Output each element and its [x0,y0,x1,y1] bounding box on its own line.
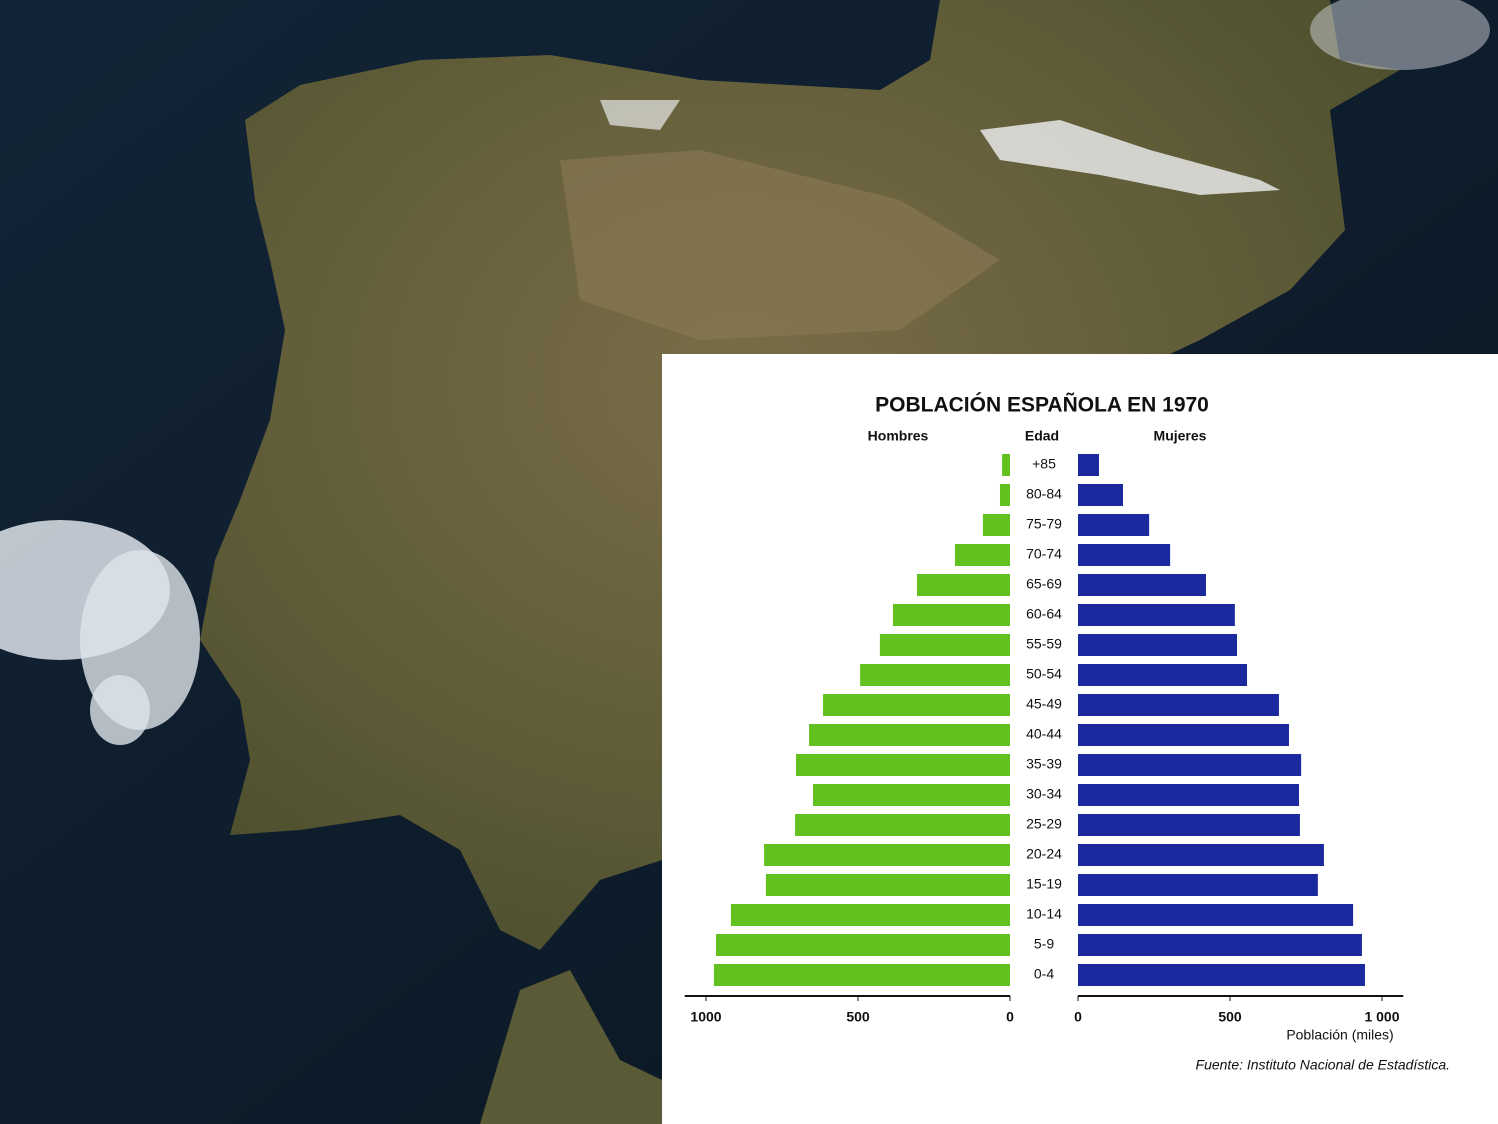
category-label: 25-29 [1026,816,1062,832]
category-label: 40-44 [1026,726,1062,742]
male-bar [795,814,1010,836]
category-label: 45-49 [1026,696,1062,712]
female-bar [1078,694,1279,716]
series-header: Hombres [868,428,929,444]
male-bar [1002,454,1010,476]
male-bar [764,844,1010,866]
chart-title: POBLACIÓN ESPAÑOLA EN 1970 [875,393,1209,417]
category-axis-label: Edad [1025,428,1059,444]
source-note: Fuente: Instituto Nacional de Estadístic… [1196,1057,1450,1073]
male-bar [999,484,1010,506]
female-bar [1078,754,1302,776]
female-bar [1078,844,1324,866]
category-label: 65-69 [1026,576,1062,592]
male-bar [713,964,1010,986]
category-label: 55-59 [1026,636,1062,652]
category-label: 30-34 [1026,786,1062,802]
x-tick-label: 0 [1074,1009,1082,1025]
male-bar [809,724,1010,746]
category-label: 5-9 [1034,936,1054,952]
category-label: 0-4 [1034,966,1054,982]
male-bar [823,694,1010,716]
female-bar [1078,724,1289,746]
x-tick-label: 0 [1006,1009,1014,1025]
male-bar [879,634,1010,656]
female-bar [1078,574,1206,596]
category-label: 15-19 [1026,876,1062,892]
male-bar [813,784,1010,806]
category-label: 10-14 [1026,906,1062,922]
x-tick-label: 500 [846,1009,870,1025]
x-tick-label: 1000 [690,1009,721,1025]
female-bar [1078,664,1248,686]
male-bar [954,544,1010,566]
male-bar [730,904,1010,926]
x-tick-label: 1 000 [1364,1009,1399,1025]
female-bar [1078,874,1318,896]
category-label: +85 [1032,456,1056,472]
category-label: 35-39 [1026,756,1062,772]
female-bar [1078,514,1150,536]
female-bar [1078,454,1099,476]
male-bar [916,574,1010,596]
female-bar [1078,604,1235,626]
female-bar [1078,484,1123,506]
female-bar [1078,814,1300,836]
category-label: 60-64 [1026,606,1062,622]
male-bar [892,604,1010,626]
x-axis-label: Población (miles) [1286,1027,1393,1043]
female-bar [1078,634,1237,656]
series-header: Mujeres [1154,428,1207,444]
female-bar [1078,934,1362,956]
male-bar [765,874,1010,896]
male-bar [860,664,1010,686]
female-bar [1078,964,1365,986]
female-bar [1078,784,1300,806]
category-label: 75-79 [1026,516,1062,532]
category-label: 50-54 [1026,666,1062,682]
category-label: 70-74 [1026,546,1062,562]
male-bar [795,754,1010,776]
x-tick-label: 500 [1218,1009,1242,1025]
female-bar [1078,904,1354,926]
category-label: 80-84 [1026,486,1062,502]
category-label: 20-24 [1026,846,1062,862]
male-bar [716,934,1010,956]
male-bar [982,514,1010,536]
female-bar [1078,544,1171,566]
